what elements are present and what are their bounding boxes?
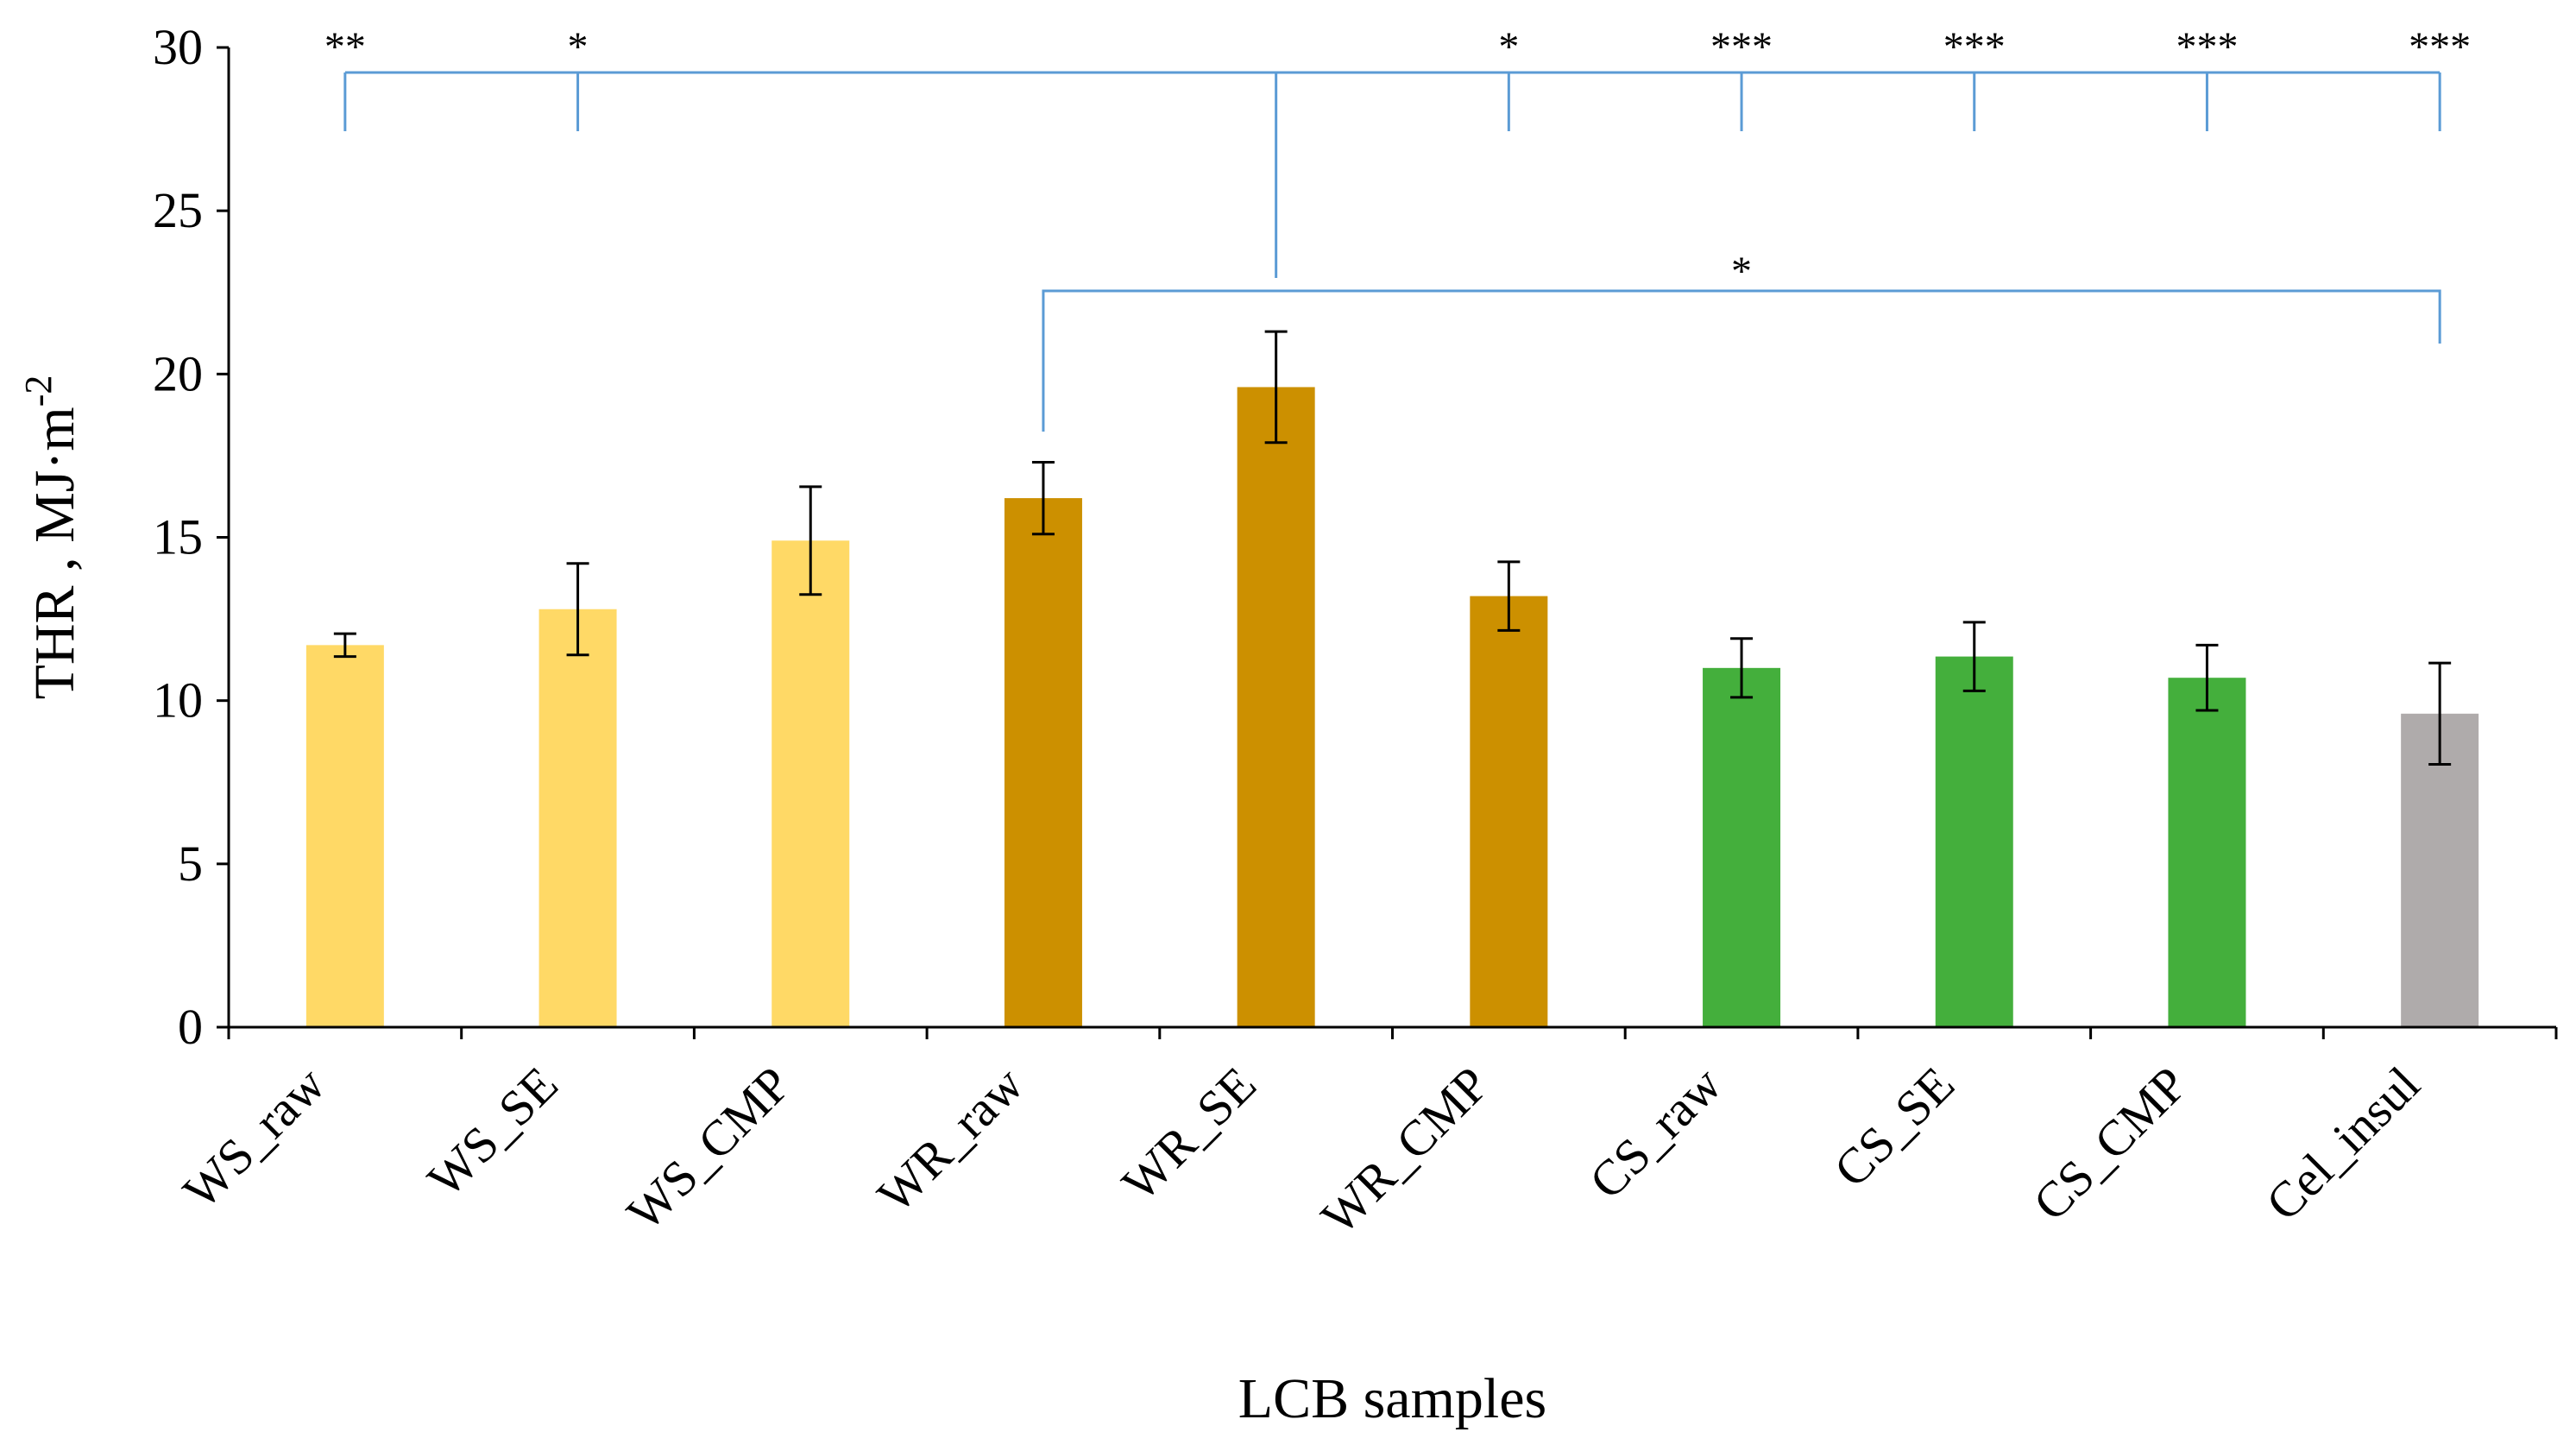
bar-cs-raw	[1703, 667, 1781, 1027]
significance-star-label: ***	[1710, 24, 1773, 70]
bar-wr-cmp	[1470, 596, 1548, 1027]
x-category-label: WS_raw	[173, 1056, 337, 1220]
x-axis-ticks: WS_raw WS_SE WS_CMP WR_raw WR_SE WR_CMP CS_raw…	[173, 1027, 2558, 1245]
y-axis-title: THR , MJ·m-2	[17, 375, 86, 700]
x-category-label: WS_CMP	[616, 1056, 802, 1241]
x-category-label: CS_CMP	[2022, 1056, 2197, 1231]
lower-significance-star-label: *	[1731, 249, 1752, 294]
y-tick-label: 15	[153, 509, 203, 565]
x-category-label: WR_SE	[1111, 1056, 1266, 1211]
significance-star-label: *	[1498, 24, 1519, 70]
error-bar	[566, 562, 589, 657]
y-tick-label: 10	[153, 672, 203, 729]
y-tick-label: 0	[178, 999, 203, 1055]
error-bar	[333, 632, 356, 659]
x-category-label: CS_raw	[1578, 1056, 1732, 1209]
bar-ws-cmp	[772, 540, 850, 1027]
x-category-label: Cel_insul	[2255, 1056, 2430, 1231]
error-bar	[1730, 637, 1754, 699]
error-bars	[333, 330, 2452, 766]
y-axis-ticks: 0 5 10 15 20 25 30	[153, 19, 229, 1055]
significance-star-label: ***	[2409, 24, 2471, 70]
x-category-label: CS_SE	[1823, 1056, 1965, 1198]
bar-cel-insul	[2401, 713, 2479, 1027]
error-bar	[2428, 661, 2452, 766]
bar-ws-se	[539, 609, 617, 1027]
y-tick-label: 20	[153, 345, 203, 401]
significance-star-label: *	[568, 24, 589, 70]
x-category-label: WS_SE	[417, 1056, 569, 1208]
significance-star-label: ***	[2176, 24, 2238, 70]
error-bar	[799, 485, 822, 596]
x-axis-title: LCB samples	[1238, 1367, 1547, 1430]
x-category-label: WR_raw	[866, 1056, 1034, 1223]
error-bar	[1962, 621, 1986, 692]
significance-brackets	[343, 71, 2441, 432]
y-axis-title-superscript: -2	[17, 375, 60, 407]
y-tick-label: 30	[153, 19, 203, 75]
y-axis-title-main: THR , MJ·m	[23, 407, 86, 699]
error-bar	[2195, 643, 2219, 712]
error-bar	[1497, 560, 1521, 632]
bar-wr-raw	[1004, 498, 1082, 1027]
bar-wr-se	[1237, 387, 1315, 1027]
bar-ws-raw	[305, 645, 384, 1027]
error-bar	[1031, 460, 1055, 536]
bar-cs-se	[1935, 656, 2013, 1027]
error-bar	[1264, 330, 1288, 445]
x-category-label: WR_CMP	[1310, 1056, 1499, 1245]
bar-cs-cmp	[2168, 678, 2246, 1027]
lower-bracket	[1042, 289, 2441, 432]
y-tick-label: 25	[153, 182, 203, 238]
significance-star-label: **	[324, 24, 366, 70]
significance-star-label: ***	[1943, 24, 2006, 70]
y-tick-label: 5	[178, 836, 203, 892]
significance-stars: ** * * *** *** *** ****	[324, 24, 2471, 294]
bar-series	[305, 387, 2479, 1027]
